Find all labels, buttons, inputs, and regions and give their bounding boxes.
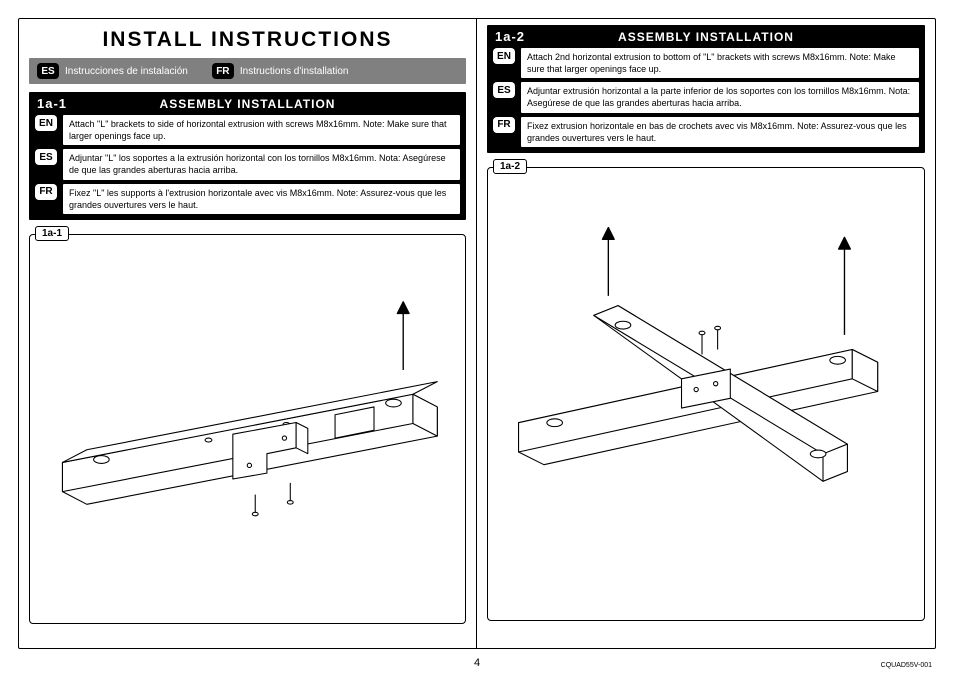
es-row: ES Adjuntar extrusión horizontal a la pa… (493, 82, 919, 112)
es-translation-text: Instrucciones de instalación (65, 66, 188, 77)
en-row: EN Attach 2nd horizontal extrusion to bo… (493, 48, 919, 78)
assembly-title: ASSEMBLY INSTALLATION (495, 30, 917, 44)
en-badge: EN (35, 115, 57, 131)
page-frame: INSTALL INSTRUCTIONS ES Instrucciones de… (18, 18, 936, 649)
diagram-1a1-tag: 1a-1 (35, 226, 69, 241)
es-badge: ES (37, 63, 59, 79)
main-title: INSTALL INSTRUCTIONS (29, 25, 466, 58)
es-badge: ES (35, 149, 57, 165)
es-instruction: Adjuntar "L" los soportes a la extrusión… (63, 149, 460, 179)
es-translation: ES Instrucciones de instalación (37, 63, 188, 79)
left-column: INSTALL INSTRUCTIONS ES Instrucciones de… (19, 19, 477, 648)
diagram-1a2-tag: 1a-2 (493, 159, 527, 174)
es-row: ES Adjuntar "L" los soportes a la extrus… (35, 149, 460, 179)
diagram-1a1-wrap: 1a-1 (29, 234, 466, 624)
diagram-1a1-box (29, 234, 466, 624)
page-number: 4 (0, 657, 954, 669)
es-instruction: Adjuntar extrusión horizontal a la parte… (521, 82, 919, 112)
assembly-title: ASSEMBLY INSTALLATION (37, 97, 458, 111)
fr-translation: FR Instructions d'installation (212, 63, 349, 79)
fr-row: FR Fixez extrusion horizontale en bas de… (493, 117, 919, 147)
right-column: 1a-2 ASSEMBLY INSTALLATION EN Attach 2nd… (477, 19, 935, 648)
en-badge: EN (493, 48, 515, 64)
diagram-1a2-wrap: 1a-2 (487, 167, 925, 621)
en-instruction: Attach 2nd horizontal extrusion to botto… (521, 48, 919, 78)
fr-badge: FR (35, 184, 57, 200)
fr-row: FR Fixez "L" les supports à l'extrusion … (35, 184, 460, 214)
step-1a1-block: 1a-1 ASSEMBLY INSTALLATION EN Attach "L"… (29, 92, 466, 220)
fr-badge: FR (212, 63, 234, 79)
diagram-1a1-svg (43, 246, 452, 611)
fr-instruction: Fixez extrusion horizontale en bas de cr… (521, 117, 919, 147)
diagram-1a2-svg (501, 181, 911, 606)
fr-translation-text: Instructions d'installation (240, 66, 349, 77)
en-row: EN Attach "L" brackets to side of horizo… (35, 115, 460, 145)
step-1a2-header: 1a-2 ASSEMBLY INSTALLATION (493, 29, 919, 48)
fr-badge: FR (493, 117, 515, 133)
document-id: CQUAD55V-001 (881, 662, 932, 669)
es-badge: ES (493, 82, 515, 98)
translations-bar: ES Instrucciones de instalación FR Instr… (29, 58, 466, 84)
diagram-1a2-box (487, 167, 925, 621)
en-instruction: Attach "L" brackets to side of horizonta… (63, 115, 460, 145)
step-1a1-header: 1a-1 ASSEMBLY INSTALLATION (35, 96, 460, 115)
step-1a2-block: 1a-2 ASSEMBLY INSTALLATION EN Attach 2nd… (487, 25, 925, 153)
fr-instruction: Fixez "L" les supports à l'extrusion hor… (63, 184, 460, 214)
